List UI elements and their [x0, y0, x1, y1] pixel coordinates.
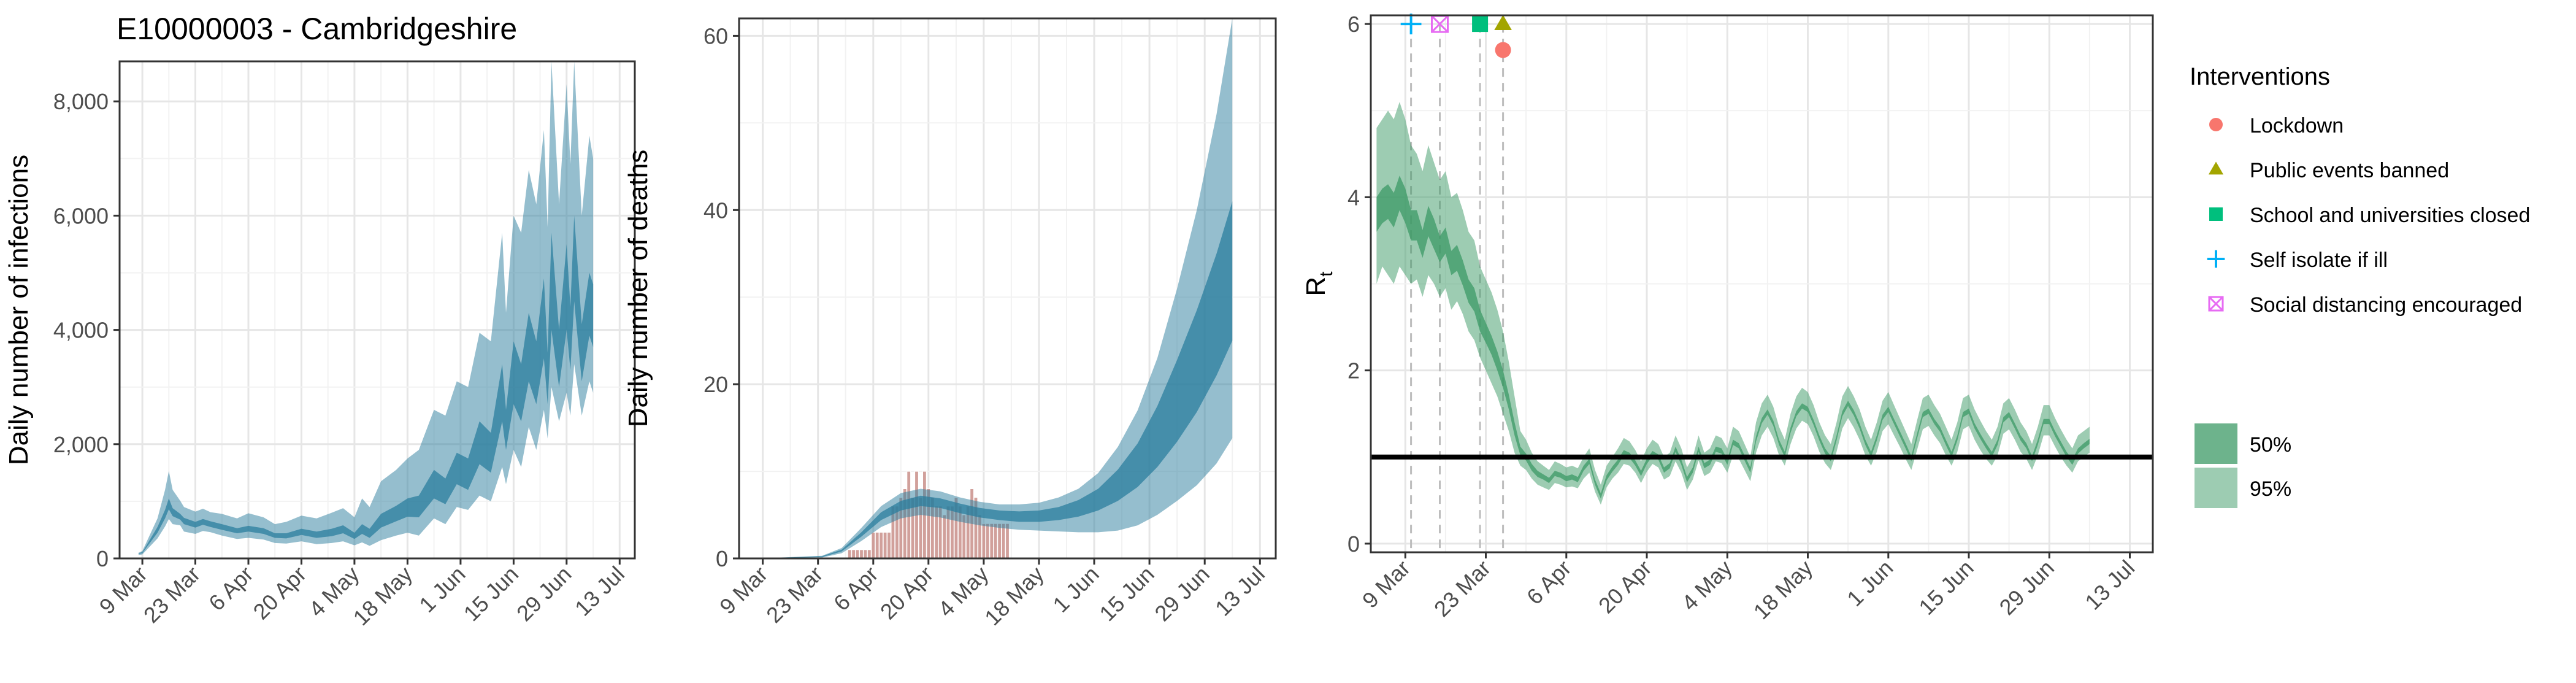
- observed-deaths-bar: [879, 531, 883, 559]
- boxx-diagonal: [1431, 15, 1449, 33]
- y-tick-label: 2: [1347, 358, 1360, 384]
- y-tick-label: 8,000: [53, 89, 109, 114]
- legend-key-band-50: [2195, 423, 2237, 464]
- y-axis-label-subscript: t: [1316, 271, 1336, 277]
- observed-deaths-bar: [871, 531, 876, 559]
- legend-marker-public_events: [2208, 161, 2224, 175]
- observed-deaths-bar: [867, 549, 872, 559]
- observed-deaths-bar: [875, 531, 880, 559]
- observed-deaths-bar: [985, 523, 990, 559]
- observed-deaths-bar: [1005, 523, 1010, 559]
- observed-deaths-bar: [883, 531, 887, 559]
- y-tick-label: 0: [96, 546, 109, 571]
- intervention-marker-self_isolate: [1400, 14, 1422, 34]
- y-tick-label: 4: [1347, 185, 1360, 210]
- observed-deaths-bar: [859, 549, 864, 559]
- legend-marker-schools: [2209, 207, 2223, 221]
- legend-label-lockdown: Lockdown: [2250, 114, 2344, 137]
- legend-marker-self_isolate: [2207, 250, 2225, 268]
- observed-deaths-bar: [993, 523, 998, 559]
- y-tick-label: 2,000: [53, 432, 109, 457]
- plot-border: [118, 60, 636, 560]
- y-axis-label: Daily number of deaths: [623, 150, 653, 427]
- figure-title: E10000003 - Cambridgeshire: [117, 12, 517, 46]
- plot-border: [738, 17, 1277, 560]
- y-tick-label: 60: [703, 23, 728, 48]
- legend-label-band-95: 95%: [2250, 477, 2291, 501]
- intervention-marker-public_events: [1494, 15, 1512, 30]
- band-50-area: [138, 215, 594, 554]
- boxx-diagonal: [2208, 296, 2224, 312]
- observed-deaths-bar: [847, 549, 852, 559]
- boxx-frame: [2208, 296, 2224, 312]
- observed-deaths-bar: [863, 549, 868, 559]
- legend-marker-social_distancing: [2208, 296, 2224, 312]
- plot-border: [1370, 14, 2154, 554]
- legend-key-band-95: [2195, 468, 2237, 508]
- legend-label-social_distancing: Social distancing encouraged: [2250, 293, 2522, 317]
- y-axis-label: Daily number of infections: [4, 155, 34, 465]
- observed-deaths-bar: [1001, 523, 1006, 559]
- legend-label-schools: School and universities closed: [2250, 204, 2530, 227]
- y-tick-label: 0: [1347, 531, 1360, 557]
- y-tick-label: 0: [716, 546, 728, 571]
- y-tick-label: 6: [1347, 12, 1360, 37]
- observed-deaths-bar: [851, 549, 856, 559]
- observed-deaths-bar: [855, 549, 860, 559]
- y-tick-label: 6,000: [53, 203, 109, 228]
- observed-deaths-bar: [989, 523, 994, 559]
- legend-label-self_isolate: Self isolate if ill: [2250, 249, 2388, 272]
- interval-legend: 50% 95%: [2195, 423, 2291, 508]
- interventions-legend-title: Interventions: [2190, 63, 2330, 90]
- observed-deaths-bar: [997, 523, 1002, 559]
- intervention-marker-lockdown: [1495, 42, 1511, 58]
- observed-deaths-bar: [887, 531, 891, 559]
- y-tick-label: 40: [703, 198, 728, 223]
- intervention-marker-schools: [1472, 16, 1489, 33]
- y-tick-label: 4,000: [53, 318, 109, 343]
- observed-deaths-bar: [942, 514, 946, 559]
- legend-marker-lockdown: [2209, 118, 2223, 131]
- y-tick-label: 20: [703, 372, 728, 397]
- legend-label-public_events: Public events banned: [2250, 159, 2449, 182]
- observed-deaths-bar: [981, 523, 986, 559]
- interventions-legend: Interventions Lockdown Public events bann…: [2190, 63, 2530, 317]
- legend-label-band-50: 50%: [2250, 433, 2291, 457]
